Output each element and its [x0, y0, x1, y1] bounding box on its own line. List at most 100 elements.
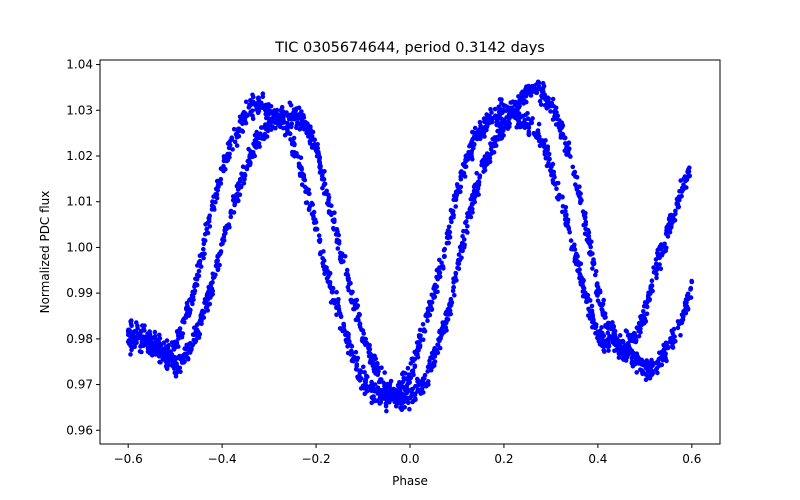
- data-point: [679, 193, 684, 199]
- chart-title: TIC 0305674644, period 0.3142 days: [274, 40, 545, 56]
- data-point: [265, 112, 271, 118]
- data-point: [221, 232, 227, 238]
- data-point: [474, 170, 480, 176]
- data-point: [288, 116, 294, 122]
- data-point: [562, 217, 568, 222]
- data-point: [384, 408, 389, 414]
- data-point: [457, 257, 463, 263]
- data-point: [426, 382, 431, 387]
- data-point: [644, 358, 649, 363]
- data-point: [467, 206, 473, 212]
- data-point: [164, 366, 170, 372]
- data-point: [405, 365, 411, 371]
- data-point: [357, 378, 363, 383]
- data-point: [649, 283, 654, 288]
- data-point: [584, 231, 590, 237]
- data-point: [549, 169, 554, 175]
- data-point: [631, 350, 636, 356]
- data-point: [653, 257, 659, 262]
- data-point: [472, 141, 477, 147]
- data-point: [452, 276, 457, 282]
- data-point: [180, 331, 186, 336]
- data-point: [563, 205, 569, 210]
- data-point: [284, 110, 289, 115]
- data-point: [268, 104, 274, 109]
- data-point: [475, 133, 481, 139]
- data-point: [301, 172, 307, 178]
- data-point: [234, 143, 240, 148]
- data-point: [470, 192, 475, 198]
- data-point: [658, 242, 664, 247]
- data-point: [493, 113, 498, 118]
- data-point: [462, 174, 468, 179]
- data-point: [351, 306, 356, 312]
- data-point: [320, 185, 325, 191]
- data-point: [294, 123, 300, 129]
- data-point: [613, 342, 618, 347]
- data-point: [128, 334, 133, 340]
- data-point: [550, 180, 556, 186]
- data-point: [471, 184, 477, 190]
- data-point: [215, 258, 220, 264]
- data-point: [224, 225, 230, 230]
- data-point: [649, 357, 654, 363]
- data-point: [446, 307, 452, 313]
- data-point: [260, 94, 266, 100]
- data-point: [580, 277, 586, 283]
- data-point: [474, 191, 480, 197]
- data-point: [342, 253, 348, 259]
- data-point: [458, 189, 463, 194]
- data-point: [416, 382, 421, 388]
- data-point: [611, 327, 617, 333]
- data-point: [361, 331, 367, 336]
- data-point: [172, 359, 178, 365]
- y-tick-label: 0.99: [66, 286, 93, 300]
- data-point: [139, 349, 144, 355]
- data-point: [382, 370, 388, 375]
- data-point: [321, 249, 326, 254]
- data-point: [300, 114, 306, 120]
- data-point: [196, 268, 202, 274]
- data-point: [590, 324, 595, 330]
- data-point: [677, 197, 682, 203]
- data-point: [669, 336, 674, 342]
- data-point: [636, 334, 642, 339]
- data-point: [314, 227, 320, 232]
- data-point: [307, 139, 313, 144]
- data-point: [595, 298, 601, 304]
- y-tick-label: 0.97: [66, 378, 93, 392]
- data-point: [425, 369, 431, 374]
- data-point: [299, 118, 305, 124]
- data-point: [450, 288, 456, 294]
- data-point: [375, 370, 380, 375]
- data-point: [518, 121, 524, 126]
- data-point: [421, 390, 426, 395]
- data-point: [190, 342, 196, 348]
- data-point: [535, 79, 541, 85]
- data-point: [681, 186, 687, 191]
- data-point: [461, 228, 466, 234]
- data-point: [614, 336, 619, 341]
- data-point: [296, 116, 302, 121]
- data-point: [232, 139, 238, 145]
- data-point: [503, 120, 509, 126]
- data-point: [273, 125, 278, 131]
- data-point: [280, 116, 285, 122]
- data-point: [685, 296, 691, 302]
- data-point: [647, 297, 652, 303]
- data-point: [593, 269, 599, 274]
- data-point: [208, 287, 214, 293]
- data-point: [598, 335, 604, 340]
- data-point: [177, 365, 183, 371]
- data-point: [637, 322, 643, 328]
- data-point: [400, 379, 406, 385]
- data-point: [374, 361, 380, 366]
- data-point: [371, 367, 377, 372]
- data-point: [441, 247, 447, 253]
- data-point: [477, 119, 483, 125]
- data-point: [550, 96, 556, 102]
- data-point: [658, 266, 664, 272]
- data-point: [542, 144, 547, 149]
- data-point: [674, 201, 680, 207]
- data-point: [566, 140, 572, 145]
